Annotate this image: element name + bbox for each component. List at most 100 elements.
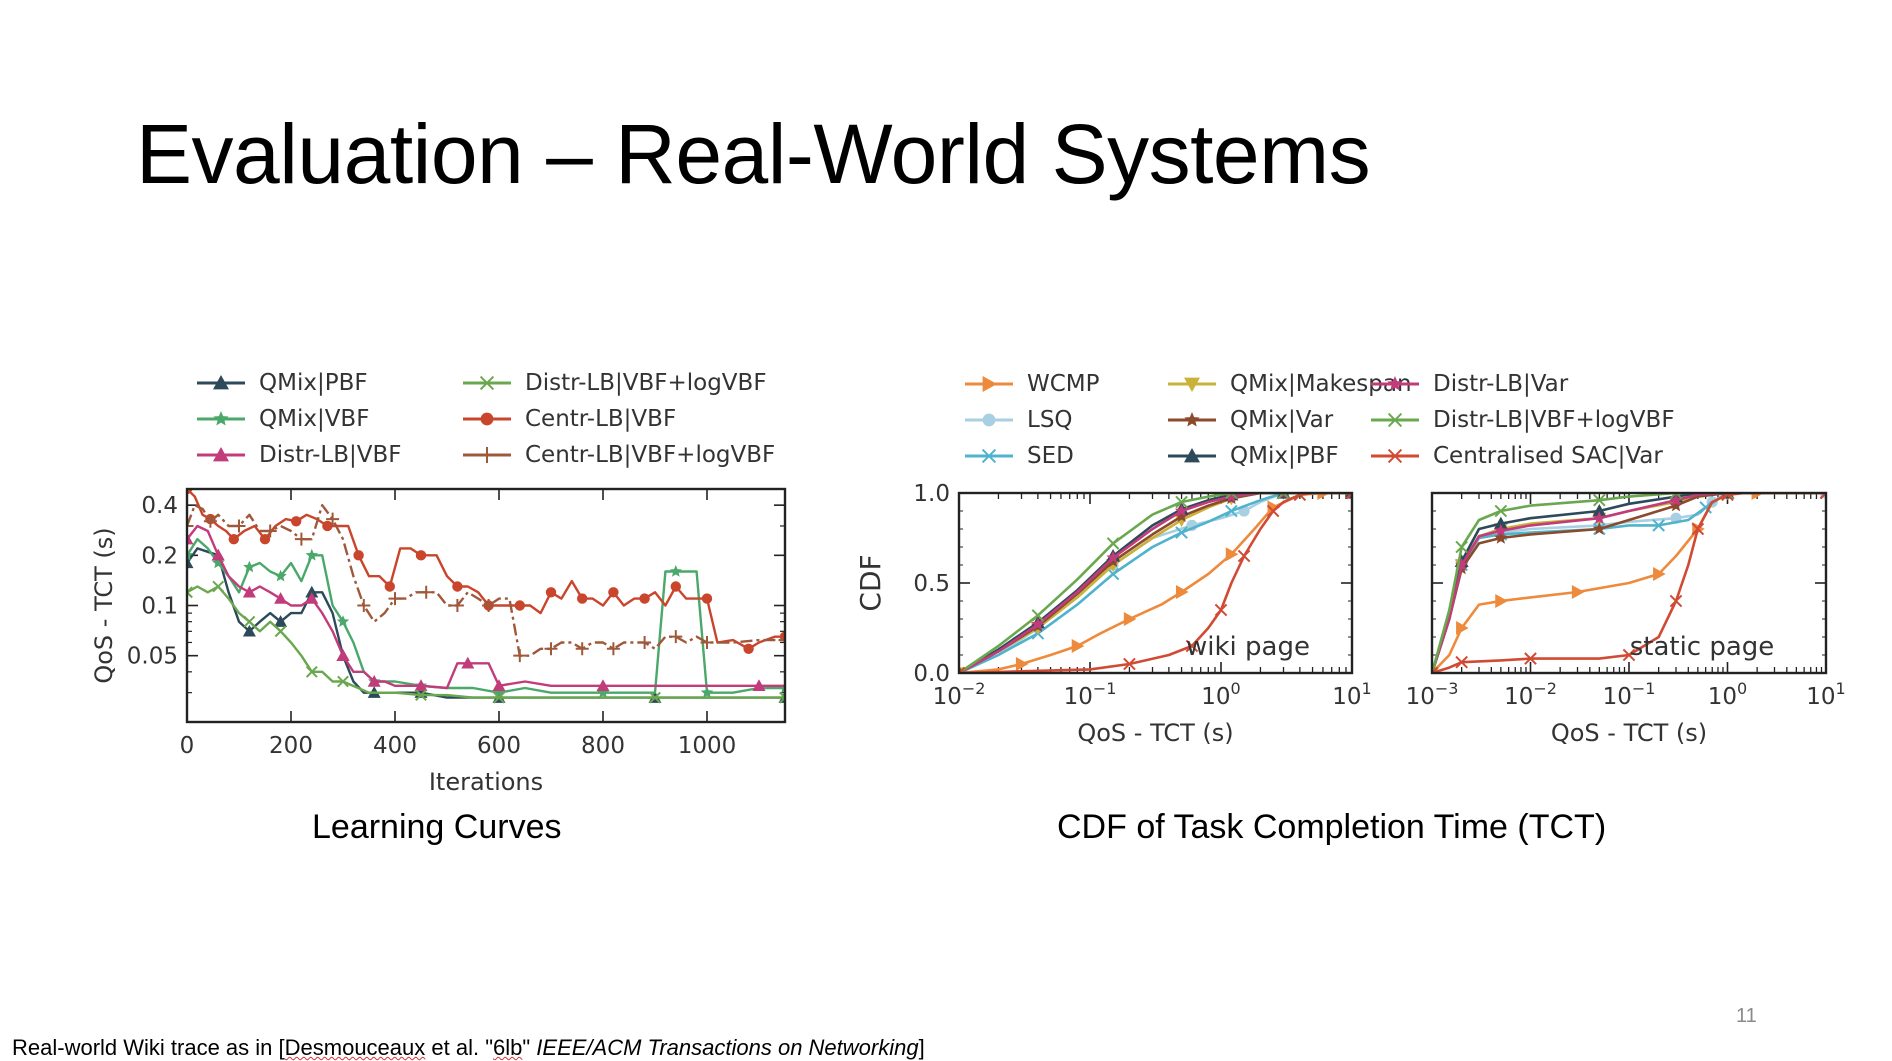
data-point	[337, 675, 349, 688]
data-point	[1174, 504, 1189, 517]
data-point	[203, 514, 217, 528]
data-point	[1592, 522, 1606, 535]
data-point	[452, 581, 463, 592]
legend-swatch	[463, 447, 511, 463]
data-point	[415, 550, 427, 561]
data-point	[1691, 522, 1705, 536]
data-point	[596, 679, 610, 691]
data-point	[779, 691, 785, 704]
y-tick-label: 0.0	[913, 661, 950, 687]
series-line	[187, 524, 785, 690]
data-point	[187, 519, 194, 533]
y-tick-label: 0.5	[913, 571, 950, 597]
legend-swatch-marker	[1184, 448, 1200, 463]
footnote-author: Desmouceaux	[284, 1035, 426, 1060]
series-line	[187, 538, 785, 694]
data-point	[596, 686, 610, 698]
slide-number: 11	[1736, 1005, 1757, 1027]
x-tick-label: 101	[1332, 679, 1371, 710]
data-point	[1293, 493, 1307, 502]
data-point	[778, 681, 785, 694]
data-point	[669, 630, 683, 644]
legend-item-distr-lb-vbf-logvbf: Distr-LB|VBF+logVBF	[461, 368, 767, 398]
data-point	[263, 524, 277, 538]
data-point	[415, 689, 427, 702]
legend-swatch	[197, 375, 245, 390]
data-point	[701, 593, 713, 604]
data-point	[388, 592, 402, 606]
legend-swatch	[1168, 412, 1216, 427]
data-point	[1175, 585, 1189, 599]
caption-learning-curves: Learning Curves	[312, 808, 562, 846]
y-tick-label: 1.0	[913, 481, 950, 507]
data-point	[242, 624, 256, 637]
data-point	[544, 642, 558, 656]
data-point	[187, 556, 194, 569]
legend-item-qmix-pbf: QMix|PBF	[195, 368, 368, 398]
series-centralised-sac-var	[1432, 493, 1826, 673]
legend-swatch	[1371, 376, 1419, 391]
legend-item-distr-lb-vbf-logvbf: Distr-LB|VBF+logVBF	[1369, 405, 1675, 435]
plot-frame	[1430, 491, 1828, 675]
legend-swatch-marker	[1184, 412, 1200, 427]
data-point	[1495, 594, 1508, 608]
data-point	[1123, 612, 1137, 626]
data-point	[228, 533, 239, 545]
plot-frame	[185, 487, 787, 724]
y-tick-label: 0.05	[127, 644, 178, 670]
data-point	[1721, 493, 1734, 502]
data-point	[700, 635, 714, 649]
data-point	[1455, 655, 1468, 669]
data-point	[1494, 504, 1508, 518]
data-point	[1174, 509, 1189, 523]
footnote-mid2: "	[522, 1035, 537, 1060]
footnote-venue: IEEE/ACM Transactions on Networking	[536, 1035, 919, 1060]
x-tick-label: 100	[1201, 679, 1240, 710]
series-line	[1432, 493, 1826, 673]
data-point	[1106, 537, 1120, 550]
legend-swatch-marker	[982, 413, 996, 427]
x-tick-label: 100	[1708, 679, 1747, 710]
series-group	[1432, 493, 1826, 673]
legend-swatch	[1371, 412, 1419, 428]
plot-annotation: static page	[1630, 632, 1775, 662]
data-point	[212, 556, 225, 569]
data-point	[700, 686, 714, 698]
data-point	[1669, 498, 1683, 512]
data-point	[1455, 540, 1468, 554]
data-point	[1175, 526, 1188, 539]
series-centr-lb-vbf	[187, 489, 785, 654]
legend-swatch-marker	[479, 447, 495, 463]
legend-swatch	[197, 447, 245, 462]
legend-item-sed: SED	[963, 441, 1074, 471]
x-tick-label: 0	[180, 733, 195, 759]
legend-label: WCMP	[1027, 371, 1100, 397]
data-point	[336, 615, 350, 627]
data-point	[959, 666, 966, 673]
data-point	[1123, 657, 1136, 671]
legend-swatch	[1371, 448, 1419, 464]
data-point	[639, 593, 650, 604]
data-point	[212, 580, 225, 593]
data-point	[669, 565, 682, 577]
chart-learning-curves: 0 200 400 600 800 1000 0.05 0.1 0.2 0.4 Iterations…	[90, 487, 787, 796]
data-point	[187, 548, 194, 561]
data-point	[367, 674, 381, 687]
legend-swatch	[197, 411, 245, 426]
cdf-legend: WCMP LSQ SED QMix|Makespan QMix|Var QMix|PBF D…	[963, 369, 1675, 477]
legend-swatch-marker	[1387, 412, 1403, 428]
x-tick-label: 800	[581, 733, 625, 759]
legend-swatch-marker	[213, 447, 229, 462]
legend-swatch-marker	[1387, 448, 1403, 464]
data-point	[326, 512, 340, 526]
series-distr-lb-vbf-logvbf	[959, 493, 1352, 673]
data-point	[305, 592, 319, 604]
legend-swatch	[1168, 448, 1216, 463]
plot-annotation: wiki page	[1186, 632, 1310, 662]
x-axis-label: QoS - TCT (s)	[1551, 719, 1707, 747]
data-point	[1669, 493, 1683, 500]
legend-label: Distr-LB|VBF+logVBF	[525, 370, 767, 396]
data-point	[1071, 639, 1085, 653]
caption-cdf: CDF of Task Completion Time (TCT)	[1057, 808, 1607, 846]
data-point	[294, 532, 308, 546]
